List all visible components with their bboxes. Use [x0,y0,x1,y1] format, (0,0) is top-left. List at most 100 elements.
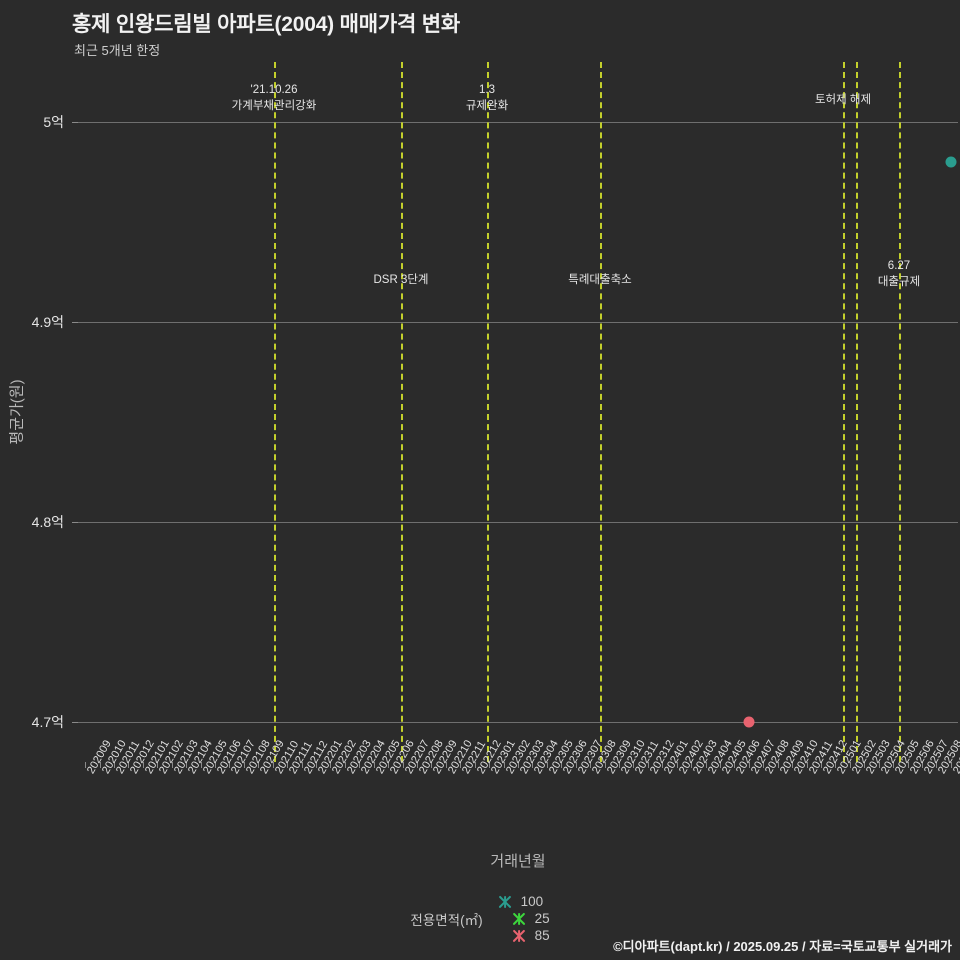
legend-item[interactable]: 85 [511,927,550,944]
event-annotation-text: 규제완화 [465,100,509,112]
x-axis-tick-mark [893,762,895,768]
legend-items: 100 25 85 [497,893,550,944]
data-point[interactable] [743,716,755,728]
y-axis-tick-mark [72,522,78,523]
x-axis-tick-mark [171,762,173,768]
x-axis-tick-mark [388,762,390,768]
event-annotation-text: 가계부채관리강화 [231,100,317,112]
x-axis-tick-mark [200,762,202,768]
x-axis-tick-mark [114,762,116,768]
x-axis-tick-mark [878,762,880,768]
event-vline [856,62,858,762]
x-axis-tick-mark [777,762,779,768]
x-axis-tick-mark [489,762,491,768]
x-axis-tick-mark [719,762,721,768]
x-axis-tick-mark [936,762,938,768]
x-axis-tick-mark [835,762,837,768]
x-axis-tick-mark [705,762,707,768]
legend-title: 전용면적(㎡) [410,912,483,928]
x-axis-tick-mark [243,762,245,768]
plot-area: 평균가(원) 5억 4.9억 4.8억 4.7억 '21.10.26 가계부채관리강화 1… [9,62,960,870]
legend-item[interactable]: 25 [511,910,550,927]
x-axis-tick-mark [85,762,87,768]
x-axis-tick-mark [287,762,289,768]
x-axis-tick-mark [792,762,794,768]
gridline-y [78,322,958,323]
event-vline [843,62,845,762]
event-annotation-text: DSR 3단계 [373,274,429,286]
event-annotation: 토허제 해제 [815,92,871,108]
legend-item-label: 100 [520,894,544,909]
x-axis-tick-mark [157,762,159,768]
x-axis-tick-mark [402,762,404,768]
gridline-y [78,722,958,723]
x-axis-tick-mark [272,762,274,768]
x-axis-tick-mark [330,762,332,768]
x-axis-tick-mark [359,762,361,768]
event-annotation-date: 1.3 [478,84,495,96]
data-point[interactable] [945,156,957,168]
x-axis-tick-mark [373,762,375,768]
x-axis-tick-mark [518,762,519,768]
x-axis-tick-mark [907,762,909,768]
x-axis-tick-mark [691,762,693,768]
x-axis-tick-mark [921,762,923,768]
y-axis-tick-mark [72,322,78,323]
event-annotation-text: 특례대출축소 [568,274,632,286]
x-axis-tick-mark [820,762,822,768]
gridline-y [78,122,958,123]
x-axis-tick-mark [229,762,231,768]
legend-item-label: 25 [534,911,550,926]
x-axis-tick-mark [99,762,101,768]
x-axis-tick-mark [864,762,866,768]
x-axis-tick-mark [316,762,318,768]
legend-star-icon [497,893,514,910]
y-axis-tick-mark [72,722,78,723]
legend-item[interactable]: 100 [497,893,550,910]
x-axis-tick-mark [301,762,303,768]
event-vline [401,62,403,762]
legend-item-label: 85 [534,928,550,943]
x-axis-tick-mark [344,762,346,768]
x-axis-tick-mark [633,762,635,768]
x-axis-tick-mark [748,762,750,768]
x-axis-tick-mark [445,762,447,768]
event-vline [600,62,602,762]
event-annotation-text: 토허제 해제 [814,94,872,106]
x-axis-label: 거래년월 [490,853,546,870]
x-axis-tick-mark [590,762,592,768]
x-axis-tick-mark [575,762,577,768]
event-annotation: 6.27 대출규제 [878,258,920,290]
chart-title: 홍제 인왕드림빌 아파트(2004) 매매가격 변화 [72,13,460,36]
event-annotation: 1.3 규제완화 [466,82,508,114]
x-axis-tick-mark [215,762,217,768]
y-axis-tick-label: 4.8억 [31,514,64,530]
x-axis-tick-mark [806,762,808,768]
event-annotation: '21.10.26 가계부채관리강화 [232,82,317,114]
legend-star-icon [511,910,528,927]
x-axis-tick-mark [417,762,419,768]
x-axis-tick-mark [258,762,260,768]
x-axis-tick-mark [142,762,144,768]
event-vline [487,62,489,762]
x-axis-tick-mark [546,762,548,768]
y-axis-tick-label: 5억 [43,114,64,130]
y-axis-tick-mark [72,122,78,123]
x-axis-tick-mark [460,762,462,768]
x-axis-tick-mark [849,762,851,768]
gridline-y [78,522,958,523]
event-annotation-date: 6.27 [887,260,911,272]
chart-subtitle: 최근 5개년 한정 [74,43,161,58]
y-axis-label: 평균가(원) [8,379,26,445]
x-axis-tick-mark [532,762,534,768]
x-axis-tick-mark [604,762,606,768]
x-axis-tick-mark [734,762,736,768]
x-axis-ticks [78,762,958,770]
y-axis-tick-label: 4.9억 [31,314,64,330]
x-axis-tick-mark [474,762,476,768]
footer-credit: ©디아파트(dapt.kr) / 2025.09.25 / 자료=국토교통부 실… [613,939,952,954]
x-axis-tick-mark [662,762,664,768]
event-vline [899,62,901,762]
x-axis-tick-mark [431,762,433,768]
